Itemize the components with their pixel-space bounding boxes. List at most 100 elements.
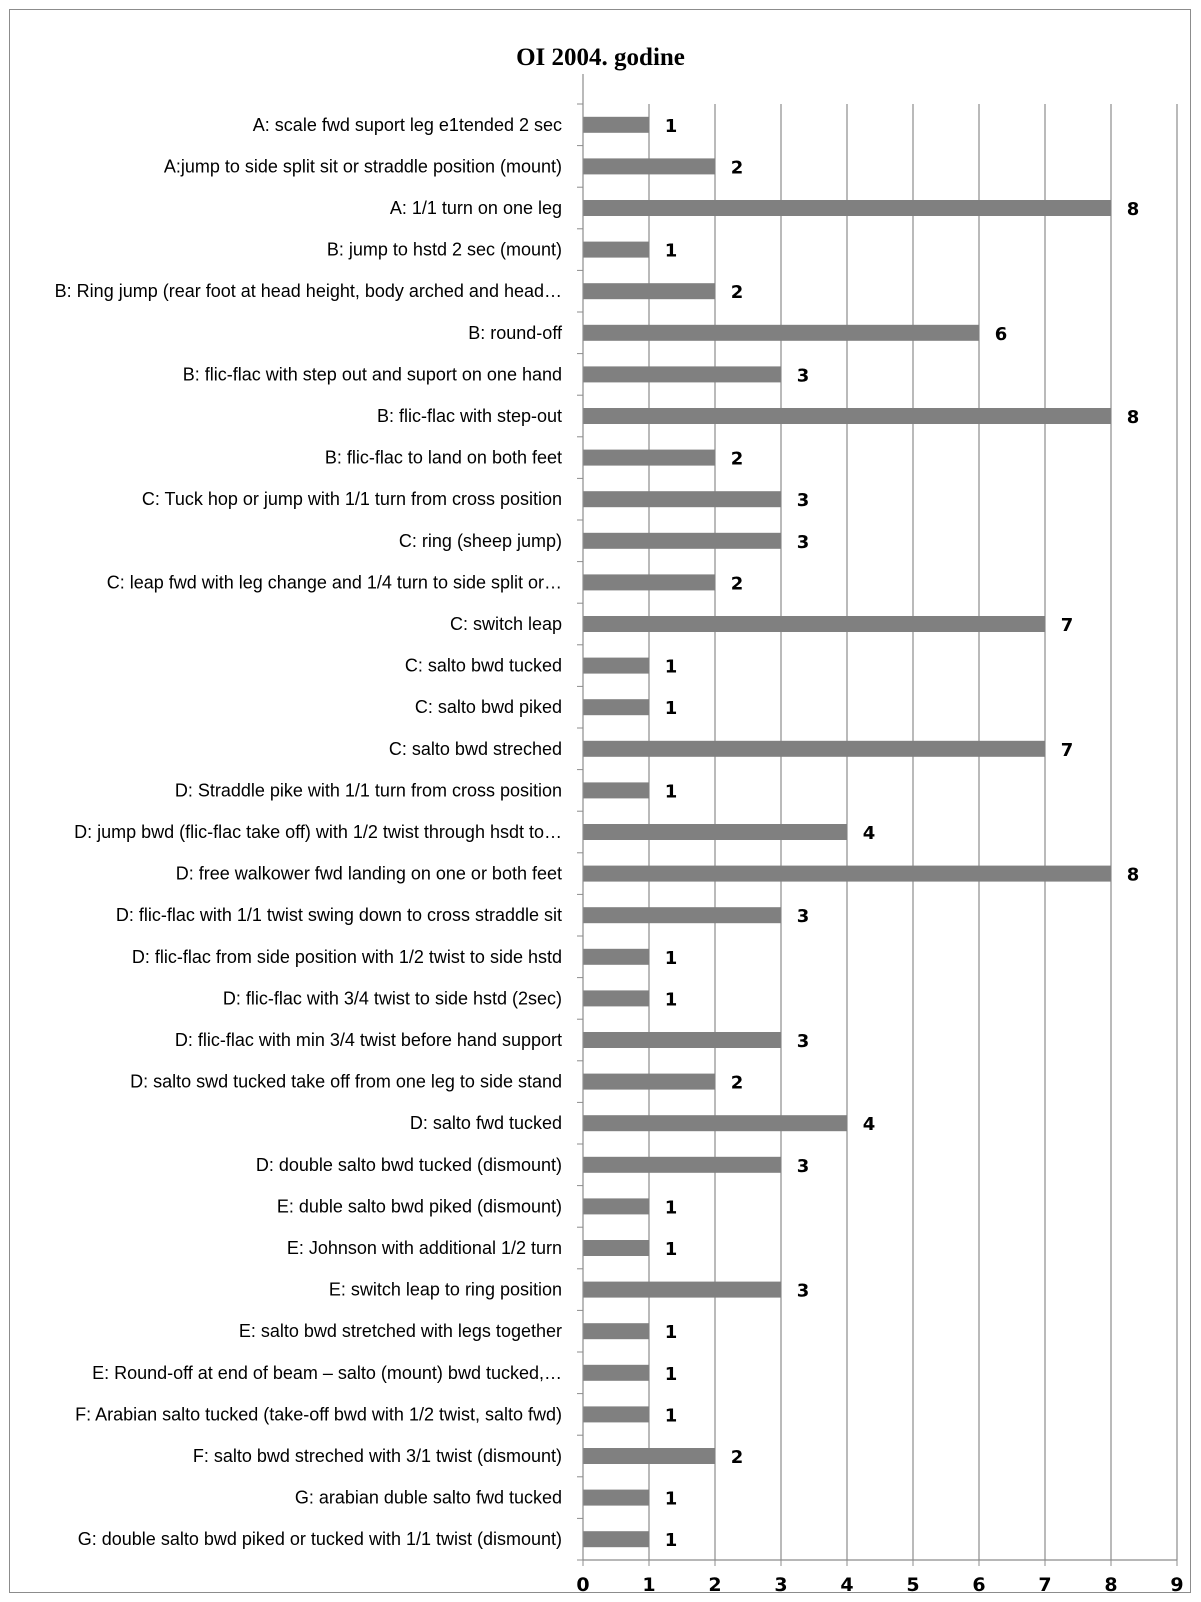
category-label: B: jump to hstd 2 sec (mount) xyxy=(327,240,562,260)
bar xyxy=(583,200,1111,216)
category-label: D: flic-flac from side position with 1/2… xyxy=(132,947,562,967)
category-label: D: flic-flac with 3/4 twist to side hstd… xyxy=(223,988,562,1008)
data-label: 3 xyxy=(797,906,810,927)
data-label: 3 xyxy=(797,490,810,511)
bar xyxy=(583,699,649,716)
bar xyxy=(583,782,649,799)
category-label: C: salto bwd streched xyxy=(389,739,562,759)
category-label: B: flic-flac to land on both feet xyxy=(325,448,562,468)
bar xyxy=(583,283,715,300)
category-label: A: scale fwd suport leg e1tended 2 sec xyxy=(253,115,562,135)
bar xyxy=(583,158,715,175)
bar xyxy=(583,1323,649,1340)
bar xyxy=(583,574,715,591)
bar xyxy=(583,1489,649,1506)
bar xyxy=(583,1156,781,1173)
category-label: D: salto swd tucked take off from one le… xyxy=(130,1072,562,1092)
data-label: 1 xyxy=(665,948,678,969)
category-label: F: Arabian salto tucked (take-off bwd wi… xyxy=(75,1404,562,1424)
bar xyxy=(583,616,1045,632)
x-tick-label: 8 xyxy=(1104,1574,1117,1596)
bar xyxy=(583,241,649,258)
bar xyxy=(583,740,1045,757)
bar xyxy=(583,990,649,1007)
bar xyxy=(583,366,781,383)
bar xyxy=(583,1406,649,1423)
bars xyxy=(583,116,1111,1548)
category-label: A:jump to side split sit or straddle pos… xyxy=(164,156,562,176)
category-label: E: Johnson with additional 1/2 turn xyxy=(287,1238,562,1258)
data-label: 7 xyxy=(1061,615,1074,636)
data-label: 1 xyxy=(665,1405,678,1426)
data-label: 1 xyxy=(665,1364,678,1385)
category-label: F: salto bwd streched with 3/1 twist (di… xyxy=(193,1446,562,1466)
data-label: 3 xyxy=(797,532,810,553)
x-tick-label: 4 xyxy=(840,1574,853,1596)
category-label: D: double salto bwd tucked (dismount) xyxy=(256,1155,562,1175)
category-label: D: flic-flac with 1/1 twist swing down t… xyxy=(116,905,562,925)
data-label: 4 xyxy=(863,1114,876,1135)
category-label: B: Ring jump (rear foot at head height, … xyxy=(55,281,562,301)
category-label: C: ring (sheep jump) xyxy=(399,531,562,551)
bar xyxy=(583,1448,715,1464)
bar xyxy=(583,1115,847,1132)
x-tick-label: 7 xyxy=(1038,1574,1051,1596)
data-label: 3 xyxy=(797,1156,810,1177)
data-label: 2 xyxy=(731,449,744,470)
category-label: E: Round-off at end of beam – salto (mou… xyxy=(92,1363,562,1383)
category-label: D: free walkower fwd landing on one or b… xyxy=(176,864,562,884)
x-tick-label: 9 xyxy=(1170,1574,1183,1596)
category-label: B: flic-flac with step out and suport on… xyxy=(183,364,562,384)
data-label: 2 xyxy=(731,573,744,594)
category-label: G: arabian duble salto fwd tucked xyxy=(295,1488,562,1508)
category-label: E: salto bwd stretched with legs togethe… xyxy=(239,1321,562,1341)
category-label: E: duble salto bwd piked (dismount) xyxy=(277,1196,562,1216)
x-tick-label: 3 xyxy=(774,1574,787,1596)
x-tick-label: 1 xyxy=(642,1574,655,1596)
category-label: D: flic-flac with min 3/4 twist before h… xyxy=(175,1030,562,1050)
category-label: A: 1/1 turn on one leg xyxy=(390,198,562,218)
data-label: 1 xyxy=(665,781,678,802)
category-label: E: switch leap to ring position xyxy=(329,1280,562,1300)
data-label: 4 xyxy=(863,823,876,844)
category-label: C: Tuck hop or jump with 1/1 turn from c… xyxy=(142,489,562,509)
bar xyxy=(583,1531,649,1548)
bar xyxy=(583,408,1111,424)
chart-title: OI 2004. godine xyxy=(516,44,685,71)
category-label: G: double salto bwd piked or tucked with… xyxy=(78,1529,562,1549)
bar xyxy=(583,1281,781,1298)
bar xyxy=(583,948,649,965)
data-label: 3 xyxy=(797,1031,810,1052)
bar xyxy=(583,324,979,341)
bar xyxy=(583,907,781,924)
data-label: 7 xyxy=(1061,740,1074,761)
bar xyxy=(583,449,715,466)
data-label: 2 xyxy=(731,1447,744,1468)
data-label: 1 xyxy=(665,1489,678,1510)
category-label: D: jump bwd (flic-flac take off) with 1/… xyxy=(74,822,562,842)
bar xyxy=(583,1240,649,1256)
bar xyxy=(583,865,1111,882)
category-label: B: round-off xyxy=(468,323,563,343)
x-tick-label: 5 xyxy=(906,1574,919,1596)
category-label: C: switch leap xyxy=(450,614,562,634)
data-label: 2 xyxy=(731,157,744,178)
data-label: 1 xyxy=(665,241,678,262)
bar xyxy=(583,1073,715,1090)
bar xyxy=(583,1198,649,1215)
data-label: 2 xyxy=(731,1073,744,1094)
category-label: B: flic-flac with step-out xyxy=(377,406,562,426)
category-label: D: salto fwd tucked xyxy=(410,1113,562,1133)
bar xyxy=(583,116,649,133)
category-label: C: salto bwd piked xyxy=(415,697,562,717)
x-tick-label: 6 xyxy=(972,1574,985,1596)
data-label: 1 xyxy=(665,1197,678,1218)
axes xyxy=(577,74,1178,1566)
category-label: D: Straddle pike with 1/1 turn from cros… xyxy=(175,780,562,800)
bar xyxy=(583,491,781,508)
data-label: 1 xyxy=(665,657,678,678)
bar xyxy=(583,824,847,840)
bar xyxy=(583,1032,781,1048)
data-label: 2 xyxy=(731,282,744,303)
data-label: 1 xyxy=(665,1239,678,1260)
